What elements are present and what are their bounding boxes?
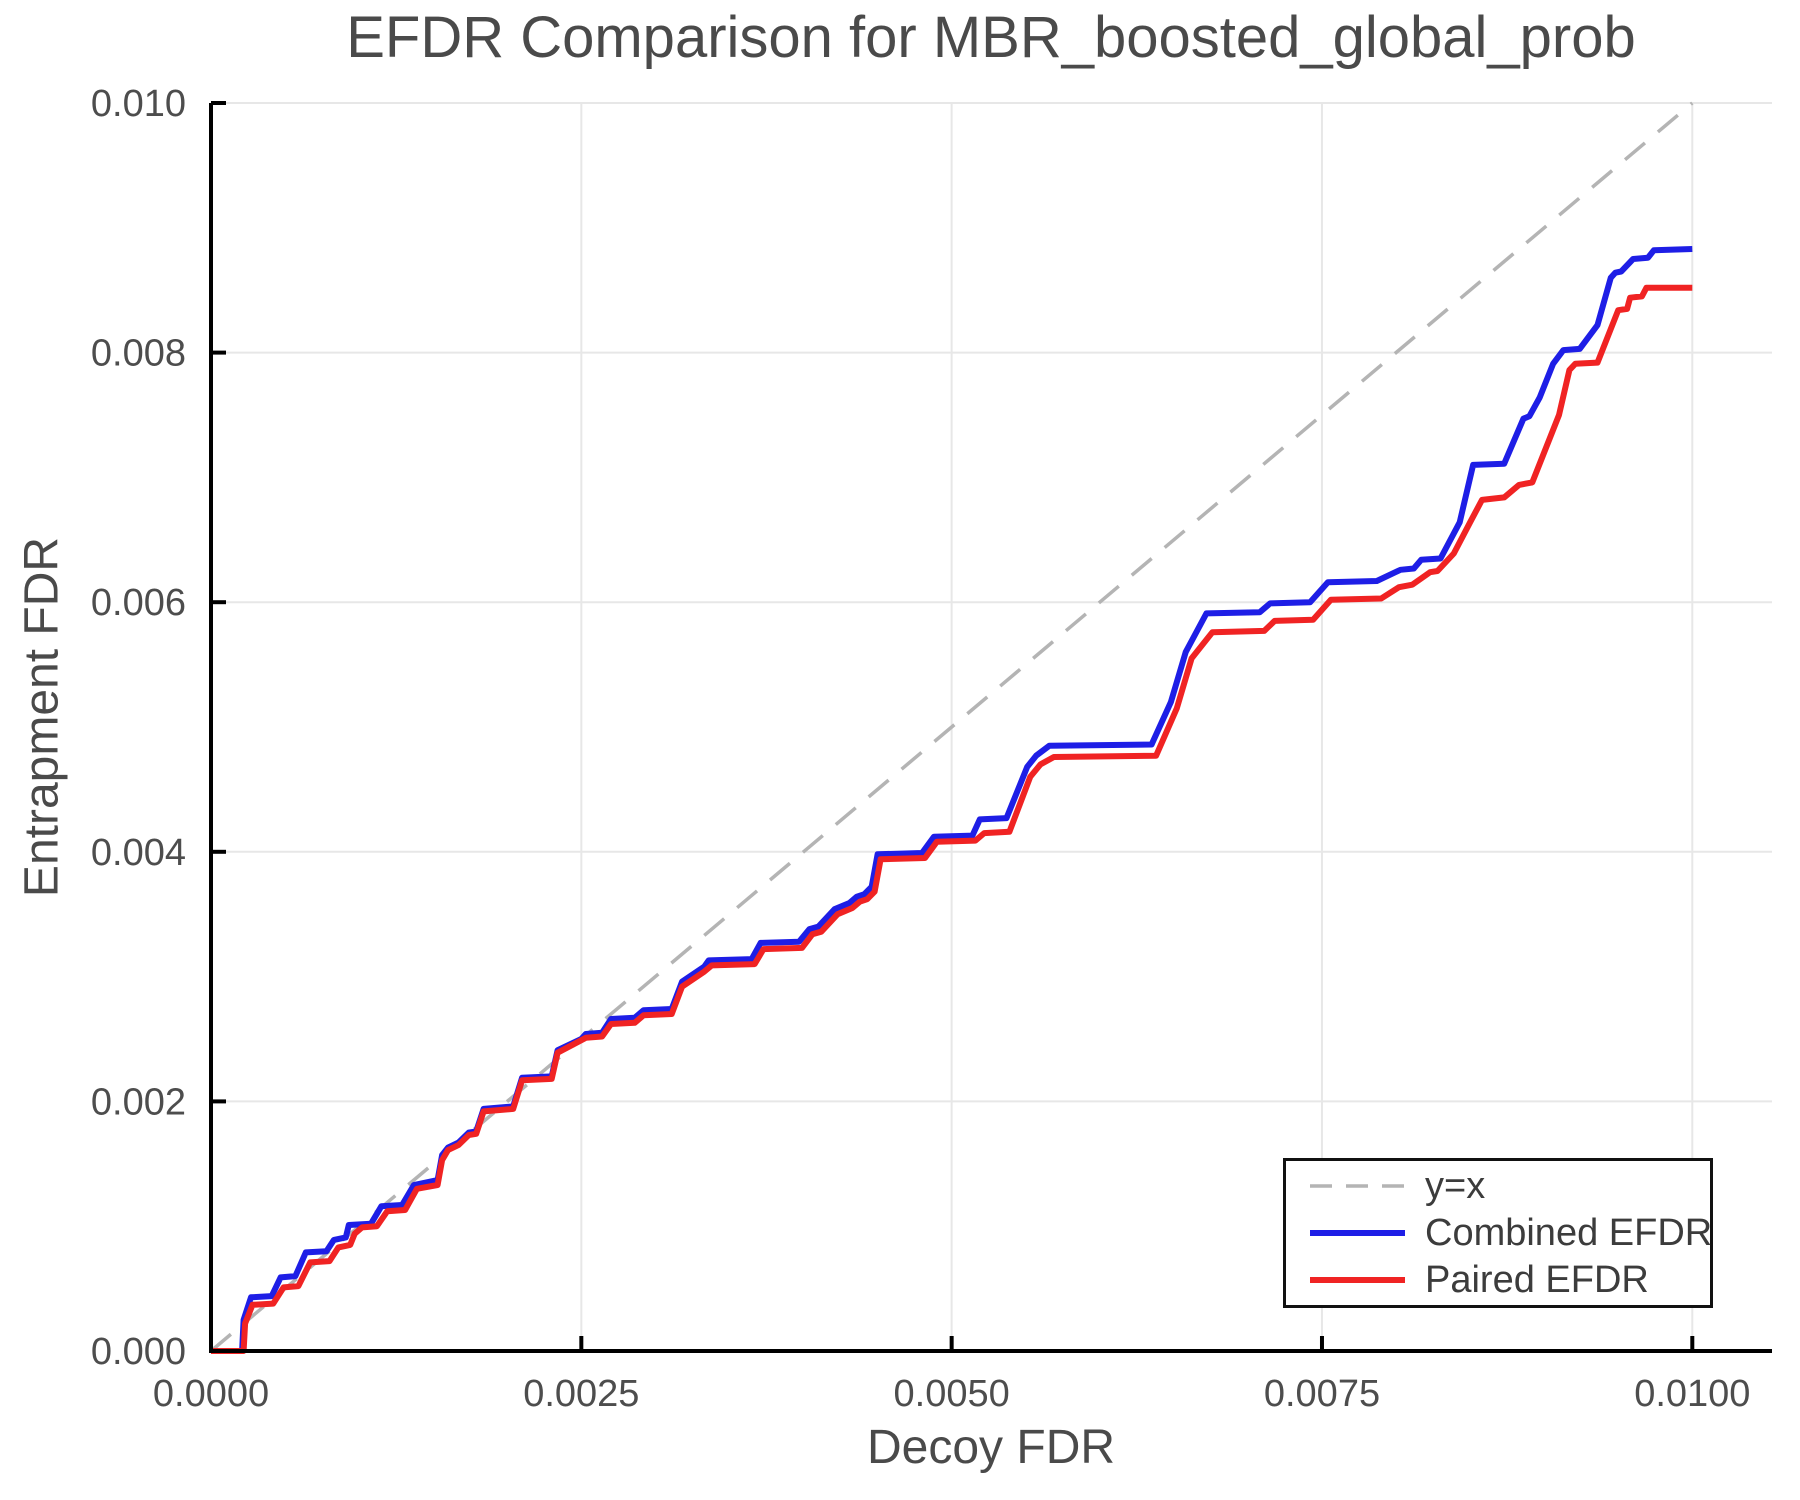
svg-text:0.0100: 0.0100 xyxy=(1634,1373,1750,1415)
svg-text:0.002: 0.002 xyxy=(91,1081,186,1123)
svg-text:0.004: 0.004 xyxy=(91,832,186,874)
legend-label-y-equals-x: y=x xyxy=(1425,1164,1486,1207)
x-axis-label: Decoy FDR xyxy=(866,1421,1116,1474)
chart-title: EFDR Comparison for MBR_boosted_global_p… xyxy=(346,5,1636,70)
y-axis-label: Entrapment FDR xyxy=(15,536,69,898)
legend-item-paired-efdr: Paired EFDR xyxy=(1286,1257,1710,1304)
svg-text:0.008: 0.008 xyxy=(91,333,186,375)
svg-text:0.010: 0.010 xyxy=(91,83,186,125)
legend: y=x Combined EFDR Paired EFDR xyxy=(1283,1158,1713,1308)
blue-line-sample-icon xyxy=(1310,1230,1405,1236)
legend-item-combined-efdr: Combined EFDR xyxy=(1286,1210,1713,1257)
svg-text:0.0050: 0.0050 xyxy=(894,1373,1010,1415)
svg-text:0.006: 0.006 xyxy=(91,582,186,624)
dashed-line-sample-icon xyxy=(1310,1184,1405,1188)
svg-text:0.000: 0.000 xyxy=(91,1331,186,1373)
legend-label-paired-efdr: Paired EFDR xyxy=(1425,1258,1649,1301)
legend-label-combined-efdr: Combined EFDR xyxy=(1425,1211,1713,1254)
svg-text:0.0000: 0.0000 xyxy=(153,1373,269,1415)
legend-item-y-equals-x: y=x xyxy=(1286,1163,1710,1210)
svg-text:0.0075: 0.0075 xyxy=(1264,1373,1380,1415)
red-line-sample-icon xyxy=(1310,1277,1405,1283)
svg-text:0.0025: 0.0025 xyxy=(523,1373,639,1415)
